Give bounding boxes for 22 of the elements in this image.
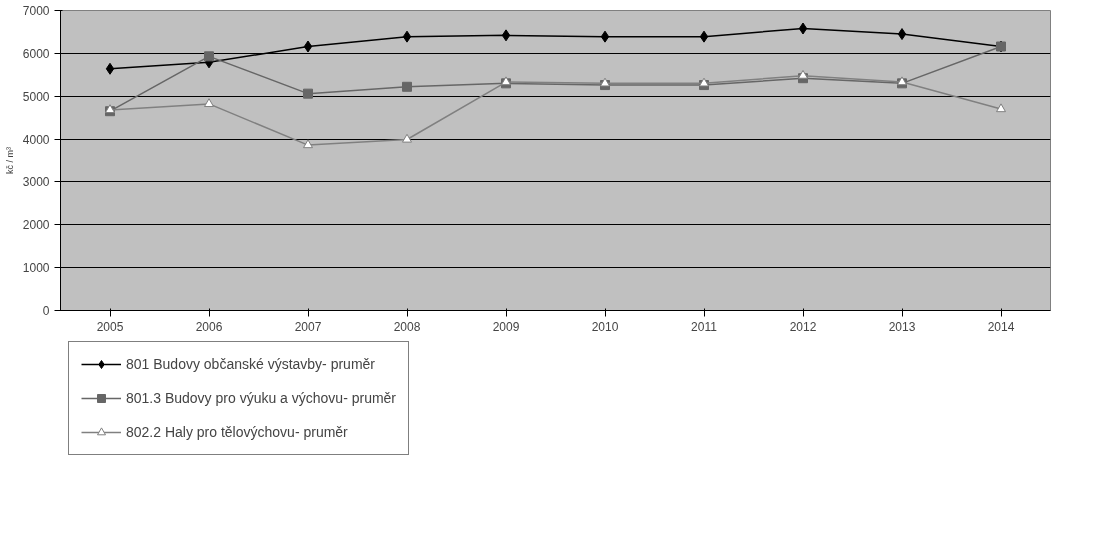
y-tick-label: 5000 — [22, 89, 50, 104]
x-tick-label: 2005 — [96, 319, 124, 334]
x-tick-label: 2009 — [492, 319, 520, 334]
x-tick-label: 2013 — [888, 319, 916, 334]
y-axis-title: kč / m³ — [4, 147, 15, 174]
x-tick-label: 2012 — [789, 319, 817, 334]
y-tick-label: 2000 — [22, 218, 50, 233]
y-tick-label: 0 — [42, 304, 50, 318]
y-tick-label: 3000 — [22, 175, 50, 190]
x-tick-label: 2006 — [195, 319, 223, 334]
legend-label: 801.3 Budovy pro výuku a výchovu- pruměr — [126, 390, 397, 406]
y-tick-label: 7000 — [22, 4, 50, 18]
x-tick-label: 2014 — [987, 319, 1015, 334]
legend-label: 802.2 Haly pro tělovýchovu- pruměr — [126, 424, 348, 440]
legend-label: 801 Budovy občanské výstavby- pruměr — [126, 356, 376, 372]
x-tick-label: 2007 — [294, 319, 322, 334]
x-tick-label: 2008 — [393, 319, 421, 334]
y-tick-label: 1000 — [22, 261, 50, 276]
x-tick-label: 2011 — [691, 319, 718, 334]
x-tick-label: 2010 — [591, 319, 619, 334]
y-tick-label: 4000 — [22, 132, 50, 147]
y-tick-label: 6000 — [22, 46, 50, 61]
